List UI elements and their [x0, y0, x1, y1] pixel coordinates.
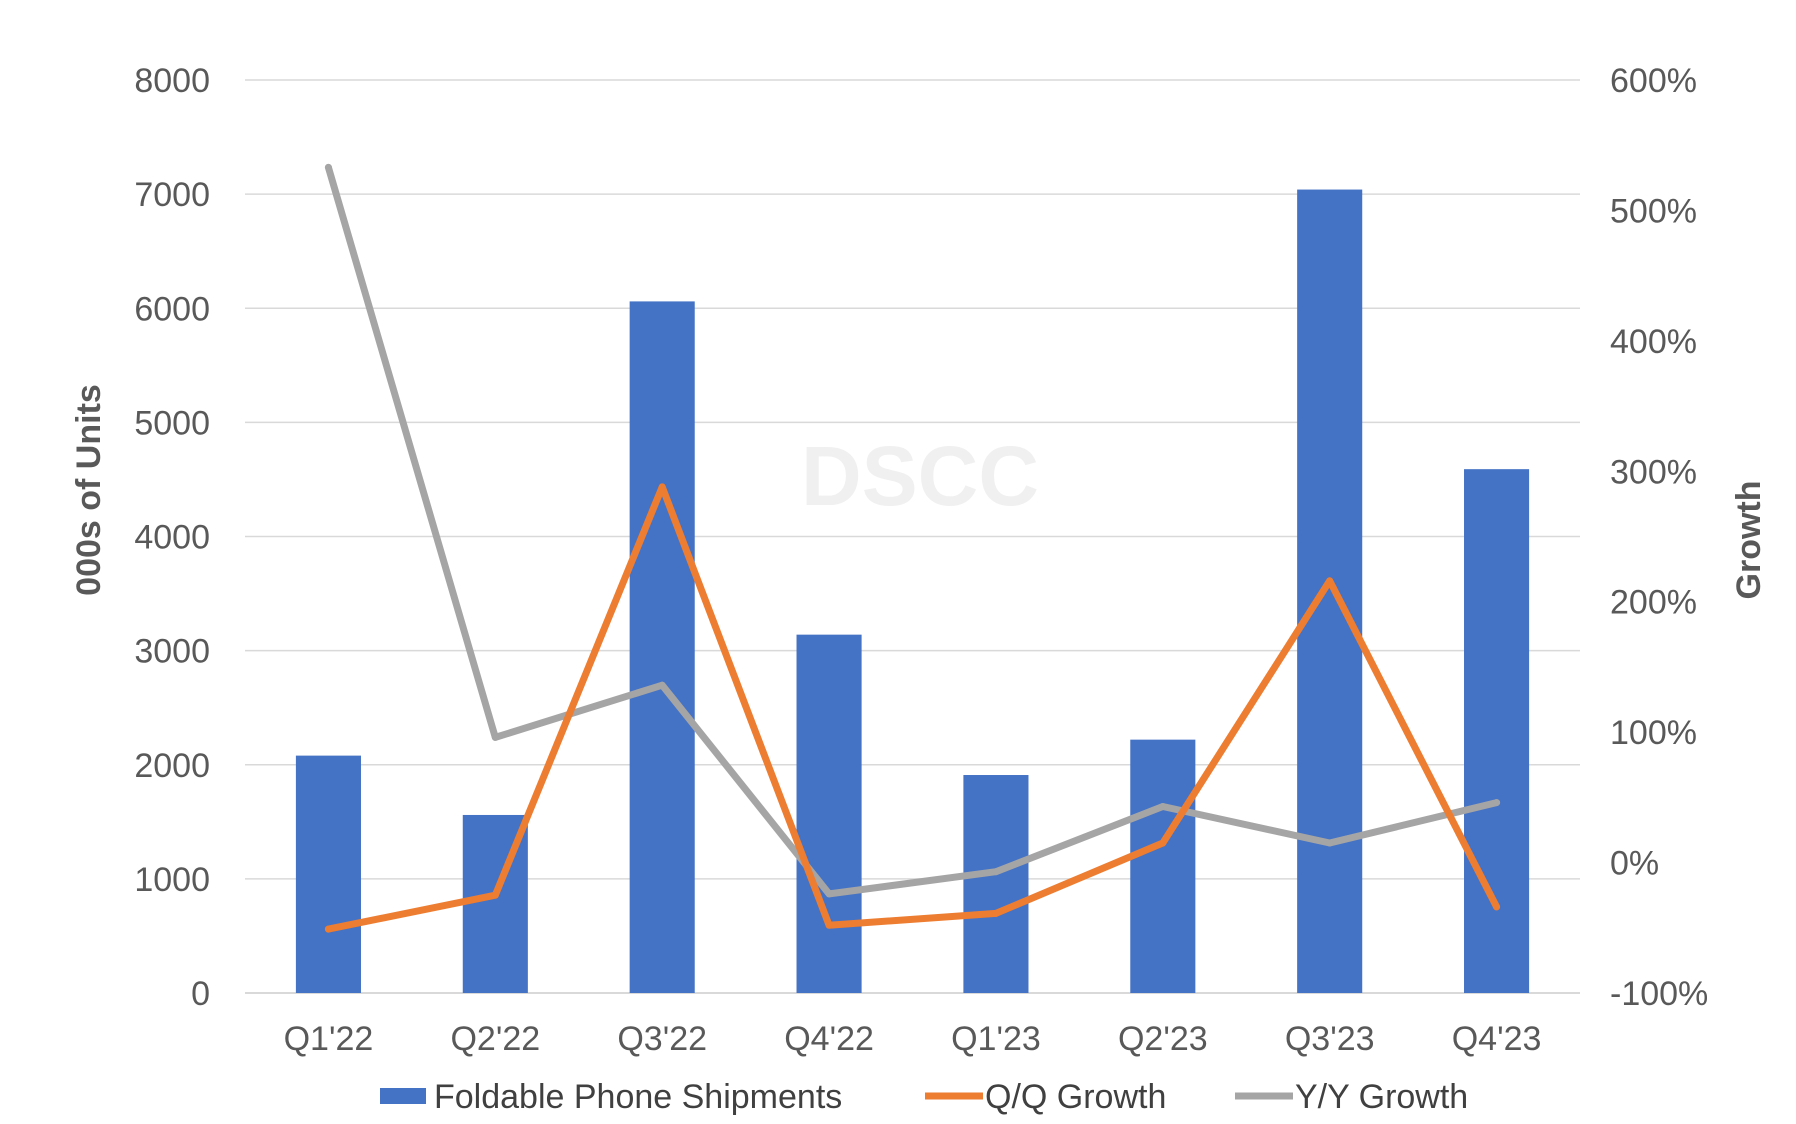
left-axis-tick-label: 2000: [134, 747, 210, 785]
qqgrowth-line: [324, 483, 1501, 933]
qqgrowth-point: [1493, 903, 1501, 911]
yygrowth-point: [1326, 839, 1334, 847]
yygrowth-point: [324, 163, 332, 171]
line-series: [324, 163, 1501, 933]
qqgrowth-point: [658, 483, 666, 491]
x-axis-tick-label: Q1'22: [284, 1020, 374, 1058]
right-axis-tick-label: 100%: [1610, 714, 1697, 752]
yygrowth-line: [324, 163, 1501, 898]
left-axis-tick-label: 1000: [134, 861, 210, 899]
bar-q123: [963, 775, 1029, 993]
x-axis-tick-label: Q2'22: [450, 1020, 540, 1058]
right-axis-tick-label: 0%: [1610, 845, 1659, 883]
x-axis-ticks: Q1'22 Q2'22 Q3'22 Q4'22 Q1'23 Q2'23 Q3'23 Q4'23: [284, 1020, 1542, 1058]
right-axis-tick-label: -100%: [1610, 975, 1708, 1013]
legend-label-foldablephoneshipments: Foldable Phone Shipments: [434, 1078, 842, 1116]
left-axis-tick-label: 4000: [134, 519, 210, 557]
legend-label-qqgrowth: Q/Q Growth: [985, 1078, 1166, 1116]
watermark: DSCC: [801, 429, 1039, 523]
left-axis-tick-label: 0: [191, 975, 210, 1013]
left-axis-tick-label: 3000: [134, 633, 210, 671]
left-axis-tick-label: 5000: [134, 404, 210, 442]
right-axis-tick-label: 400%: [1610, 323, 1697, 361]
qqgrowth-point: [1326, 577, 1334, 585]
legend-swatch-foldablephoneshipments: [380, 1088, 426, 1104]
right-axis-ticks: -100% 0% 100% 200% 300% 400% 500% 600%: [1610, 62, 1708, 1013]
qqgrowth-point: [1159, 839, 1167, 847]
x-axis-tick-label: Q3'23: [1285, 1020, 1375, 1058]
legend: Foldable Phone Shipments Q/Q Growth Y/Y Gr…: [380, 1078, 1468, 1116]
bar-q322: [629, 301, 695, 994]
right-axis-tick-label: 600%: [1610, 62, 1697, 100]
qqgrowth-point: [825, 921, 833, 929]
left-axis-tick-label: 6000: [134, 290, 210, 328]
left-axis-ticks: 0 1000 2000 3000 4000 5000 6000 7000 8000: [134, 62, 210, 1013]
x-axis-tick-label: Q4'23: [1452, 1020, 1542, 1058]
bar-q323: [1297, 189, 1363, 993]
yygrowth-point: [491, 733, 499, 741]
qqgrowth-point: [324, 925, 332, 933]
x-axis-tick-label: Q2'23: [1118, 1020, 1208, 1058]
yygrowth-point: [1159, 802, 1167, 810]
bar-q223: [1130, 739, 1196, 993]
yygrowth-point: [658, 681, 666, 689]
qqgrowth-point: [491, 891, 499, 899]
right-axis-title: Growth: [1730, 481, 1768, 600]
yygrowth-point: [1493, 799, 1501, 807]
x-axis-tick-label: Q4'22: [784, 1020, 874, 1058]
x-axis-tick-label: Q3'22: [617, 1020, 707, 1058]
yygrowth-point: [992, 868, 1000, 876]
gridlines: [245, 79, 1580, 994]
yygrowth-point: [825, 890, 833, 898]
legend-label-yygrowth: Y/Y Growth: [1295, 1078, 1468, 1116]
qqgrowth-point: [992, 909, 1000, 917]
x-axis-tick-label: Q1'23: [951, 1020, 1041, 1058]
left-axis-tick-label: 7000: [134, 176, 210, 214]
left-axis-tick-label: 8000: [134, 62, 210, 100]
right-axis-tick-label: 200%: [1610, 584, 1697, 622]
left-axis-title: 000s of Units: [70, 384, 108, 596]
bar-q122: [295, 755, 361, 993]
bar-series: [295, 189, 1530, 994]
bar-q422: [796, 634, 862, 993]
right-axis-tick-label: 300%: [1610, 453, 1697, 491]
right-axis-tick-label: 500%: [1610, 192, 1697, 230]
bar-q423: [1464, 469, 1530, 993]
